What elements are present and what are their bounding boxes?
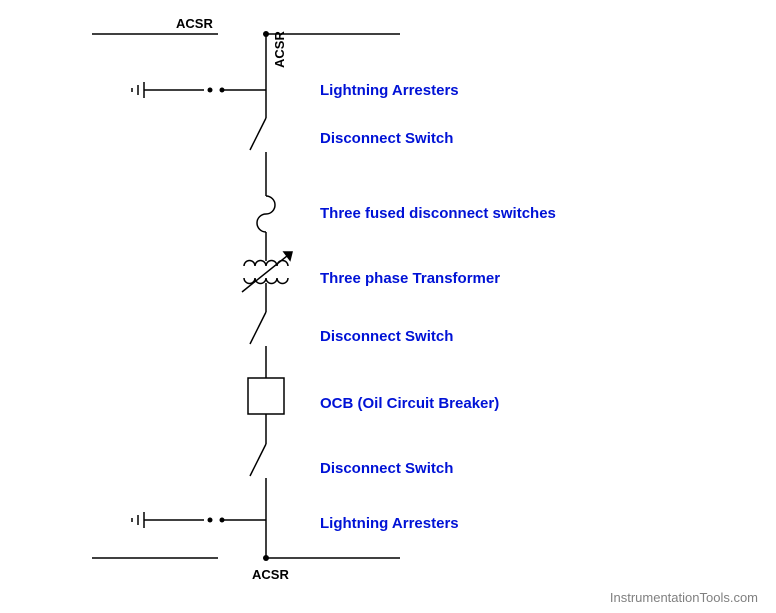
label-ocb: OCB (Oil Circuit Breaker) [320, 395, 499, 412]
watermark: InstrumentationTools.com [610, 590, 758, 605]
label-disconnect-switch-3: Disconnect Switch [320, 460, 453, 477]
acsr-vertical-label: ACSR [272, 31, 287, 68]
label-transformer: Three phase Transformer [320, 270, 500, 287]
label-lightning-arresters-top: Lightning Arresters [320, 82, 459, 99]
label-disconnect-switch-1: Disconnect Switch [320, 130, 453, 147]
acsr-top-label: ACSR [176, 16, 213, 31]
label-fused-disconnect: Three fused disconnect switches [320, 205, 556, 222]
acsr-bottom-label: ACSR [252, 567, 289, 582]
label-lightning-arresters-bottom: Lightning Arresters [320, 515, 459, 532]
label-disconnect-switch-2: Disconnect Switch [320, 328, 453, 345]
